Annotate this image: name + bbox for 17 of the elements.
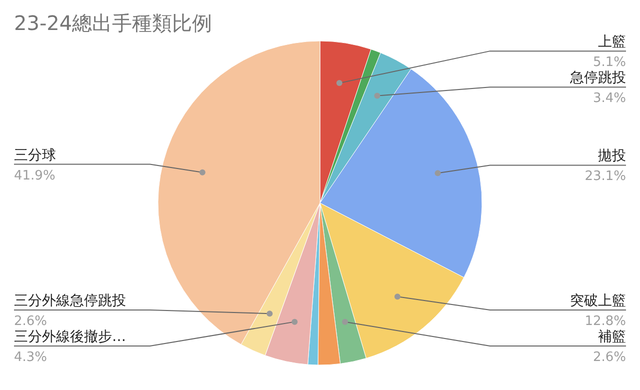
slice-label: 三分外線後撤步… xyxy=(14,329,126,345)
slice-label: 上籃 xyxy=(598,34,626,50)
data-label: 41.9% xyxy=(14,168,56,184)
slice-label: 突破上籃 xyxy=(570,293,626,309)
slice-label: 急停跳投 xyxy=(569,70,626,86)
data-label: 5.1% xyxy=(592,55,626,70)
data-label: 4.3% xyxy=(14,350,48,365)
data-label: 12.8% xyxy=(584,314,626,329)
slice-label: 拋投 xyxy=(598,148,626,164)
data-label: 2.6% xyxy=(14,314,48,329)
data-label: 2.6% xyxy=(592,350,626,365)
slice-label: 補籃 xyxy=(598,329,626,345)
slice-label: 三分球 xyxy=(14,147,56,164)
chart-title: 23-24總出手種類比例 xyxy=(14,11,212,35)
data-label: 23.1% xyxy=(584,169,626,184)
data-label: 3.4% xyxy=(592,91,626,106)
slice-label: 三分外線急停跳投 xyxy=(14,293,126,309)
